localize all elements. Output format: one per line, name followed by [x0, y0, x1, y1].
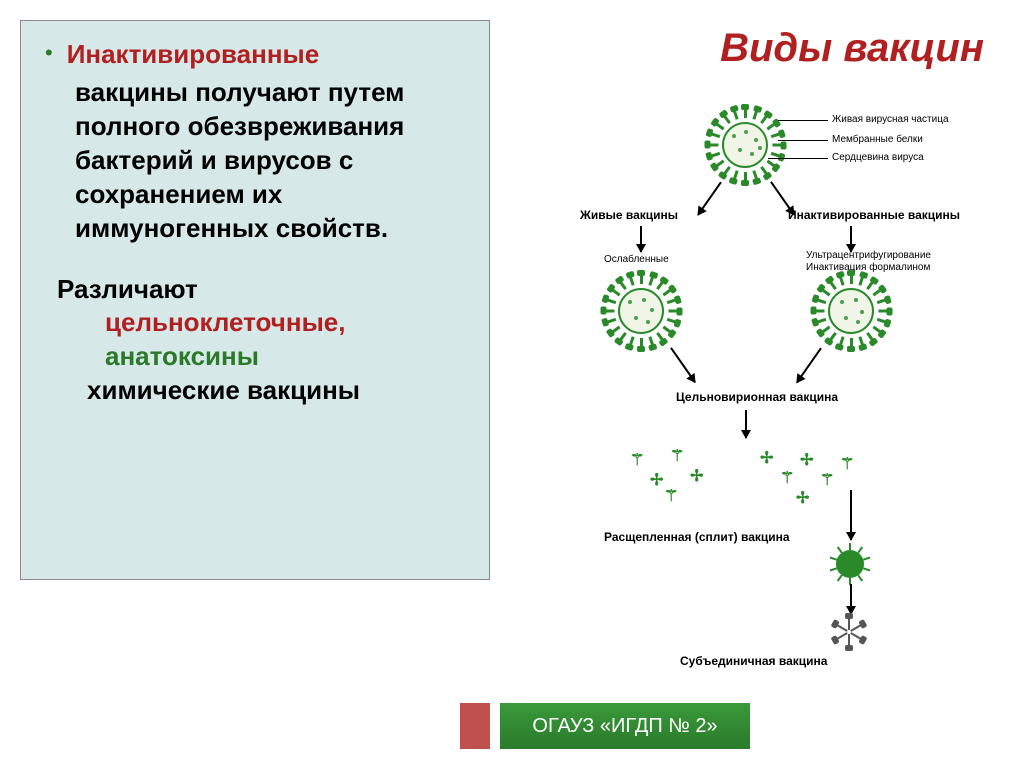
slide: • Инактивированные вакцины получают путе…	[0, 0, 1024, 767]
arrow	[850, 490, 852, 540]
leader-line	[768, 158, 828, 159]
footer-bar: ОГАУЗ «ИГДП № 2»	[500, 703, 750, 749]
sub-heading: Различают	[57, 273, 465, 305]
arrow	[670, 348, 695, 383]
body-text: вакцины получают путем полного обезврежи…	[75, 75, 465, 245]
arrow	[796, 348, 821, 383]
label-whole-virion: Цельновирионная вакцина	[676, 390, 838, 404]
bullet-heading: Инактивированные	[67, 39, 319, 69]
arrow	[697, 182, 721, 216]
sub-item-a: цельноклеточные,	[105, 305, 465, 339]
virus-inactivated	[816, 276, 886, 346]
small-virus	[836, 550, 864, 578]
split-fragments: ⚚ ✢ ⚚ ✢ ⚚ ✢ ⚚ ✢ ⚚ ✢ ⚚	[620, 440, 880, 520]
label-split-vaccine: Расщепленная (сплит) вакцина	[604, 530, 790, 544]
label-membrane-proteins: Мембранные белки	[832, 134, 923, 145]
virus-top	[710, 110, 780, 180]
label-formalin: Инактивация формалином	[806, 262, 930, 273]
label-virus-core: Сердцевина вируса	[832, 152, 924, 163]
label-ultracentrifuge: Ультрацентрифугирование	[806, 250, 931, 261]
sub-item-b: анатоксины	[105, 339, 465, 373]
label-live-vaccines: Живые вакцины	[580, 208, 678, 222]
footer-text: ОГАУЗ «ИГДП № 2»	[532, 715, 717, 738]
slide-title: Виды вакцин	[720, 26, 984, 71]
bullet-item: • Инактивированные	[57, 39, 465, 69]
arrow	[745, 410, 747, 438]
arrow	[850, 584, 852, 614]
subunit-shape	[836, 618, 864, 646]
bullet-icon: •	[45, 39, 53, 67]
arrow	[640, 226, 642, 252]
vaccine-diagram: Живая вирусная частица Мембранные белки …	[520, 100, 1000, 690]
label-live-particle: Живая вирусная частица	[832, 114, 949, 125]
virus-attenuated	[606, 276, 676, 346]
label-attenuated: Ослабленные	[604, 254, 669, 265]
label-inactivated-vaccines: Инактивированные вакцины	[788, 208, 960, 222]
leader-line	[778, 140, 828, 141]
virus-core	[722, 122, 768, 168]
left-text-panel: • Инактивированные вакцины получают путе…	[20, 20, 490, 580]
leader-line	[778, 120, 828, 121]
sub-item-c: химические вакцины	[87, 373, 465, 407]
label-subunit-vaccine: Субъединичная вакцина	[680, 654, 827, 668]
arrow	[850, 226, 852, 252]
footer-accent	[460, 703, 490, 749]
